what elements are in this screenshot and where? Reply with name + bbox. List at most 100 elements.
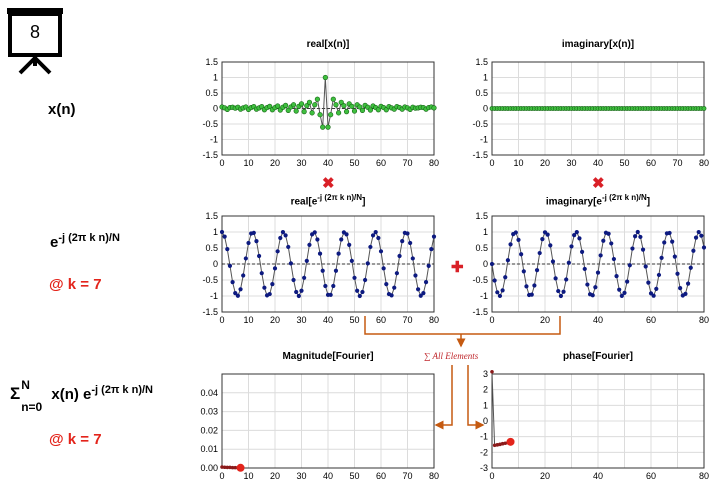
x-tick-label: 80 [429, 471, 439, 481]
data-point [389, 293, 394, 298]
data-point [270, 281, 275, 287]
data-point [267, 291, 272, 297]
data-point [272, 266, 278, 271]
y-tick-label: 2 [483, 385, 488, 395]
y-tick-label: 0.5 [475, 88, 488, 98]
data-point [225, 465, 230, 470]
data-point [490, 370, 494, 374]
data-point [286, 244, 291, 250]
data-point [662, 240, 667, 245]
data-point [344, 232, 349, 237]
data-point [574, 230, 579, 235]
x-tick-label: 60 [646, 315, 656, 325]
data-point [564, 277, 569, 282]
real-x-plot: 0 10 20 30 40 50 60 70 80 1.5 1 0.5 0 -0.5 -1 -1.5 [202, 57, 439, 168]
x-tick-label: 0 [219, 471, 224, 481]
data-point [500, 288, 505, 293]
data-point [328, 112, 334, 118]
data-point [553, 276, 558, 281]
data-point [306, 99, 313, 105]
data-point [328, 292, 333, 297]
data-point [421, 291, 426, 296]
y-tick-label: 0.02 [200, 425, 218, 435]
data-point [331, 283, 336, 289]
data-point [333, 268, 339, 273]
data-point [368, 244, 373, 250]
y-tick-label: -1 [480, 291, 488, 301]
data-point [688, 265, 693, 270]
data-point [381, 266, 386, 271]
data-point [341, 103, 347, 109]
data-point [701, 106, 707, 111]
data-point [397, 253, 402, 259]
x-tick-label: 40 [593, 471, 603, 481]
data-point [220, 465, 224, 469]
data-point [556, 288, 561, 294]
data-point [503, 275, 508, 280]
data-point [347, 242, 352, 247]
data-point [288, 261, 293, 266]
y-tick-label: 0.01 [200, 444, 218, 454]
data-point [497, 293, 503, 299]
data-point [373, 229, 378, 235]
x-tick-label: 30 [296, 315, 306, 325]
data-point [606, 231, 611, 236]
y-tick-label: -1.5 [472, 150, 488, 160]
data-point [219, 229, 225, 235]
data-point [646, 280, 651, 285]
data-point [585, 282, 590, 287]
data-point [355, 288, 360, 293]
x-tick-label: 20 [270, 315, 280, 325]
x-tick-label: 0 [489, 471, 494, 481]
data-point [376, 235, 381, 241]
data-point [545, 232, 550, 237]
data-point [614, 274, 619, 279]
data-point [307, 242, 312, 247]
data-point [524, 284, 529, 289]
y-tick-label: -0.5 [202, 119, 218, 129]
x-tick-label: 40 [593, 315, 603, 325]
data-point [582, 266, 587, 272]
data-point [566, 260, 571, 265]
x-tick-label: 80 [699, 471, 709, 481]
data-point [227, 263, 233, 268]
data-point [656, 272, 662, 278]
data-point [293, 108, 299, 114]
y-tick-label: 0.00 [200, 463, 218, 473]
data-point [278, 235, 283, 241]
data-point [320, 268, 325, 273]
x-label: x(n) [48, 101, 76, 118]
y-tick-label: 1.5 [205, 211, 218, 221]
data-point [532, 283, 537, 288]
data-point [696, 229, 701, 235]
kernel-label: e-j (2π k n)/N [50, 232, 120, 251]
data-point [233, 465, 238, 470]
x-tick-label: 60 [646, 471, 656, 481]
data-point [572, 233, 577, 238]
x-tick-label: 40 [593, 158, 603, 168]
data-point [298, 101, 305, 107]
phase-plot: 0 20 40 60 80 3 2 1 0 -1 -2 -3 [480, 369, 709, 481]
y-tick-label: 1 [483, 73, 488, 83]
x-tick-label: 0 [219, 158, 224, 168]
data-point [609, 241, 614, 246]
data-point [558, 293, 563, 299]
x-tick-label: 10 [513, 158, 523, 168]
data-point [699, 233, 704, 238]
x-tick-label: 50 [349, 315, 359, 325]
data-point [537, 250, 542, 256]
data-point [291, 277, 296, 283]
data-point [222, 234, 227, 239]
data-point [633, 234, 638, 239]
data-point [330, 96, 336, 102]
data-point [410, 256, 415, 261]
y-tick-label: 1.5 [205, 57, 218, 67]
data-point [640, 247, 646, 252]
y-tick-label: 1.5 [475, 211, 488, 221]
y-tick-label: 0 [213, 104, 218, 114]
data-point [638, 234, 643, 240]
y-tick-label: 0 [483, 259, 488, 269]
data-point [418, 293, 423, 298]
data-point [243, 256, 248, 261]
data-point [275, 249, 280, 254]
